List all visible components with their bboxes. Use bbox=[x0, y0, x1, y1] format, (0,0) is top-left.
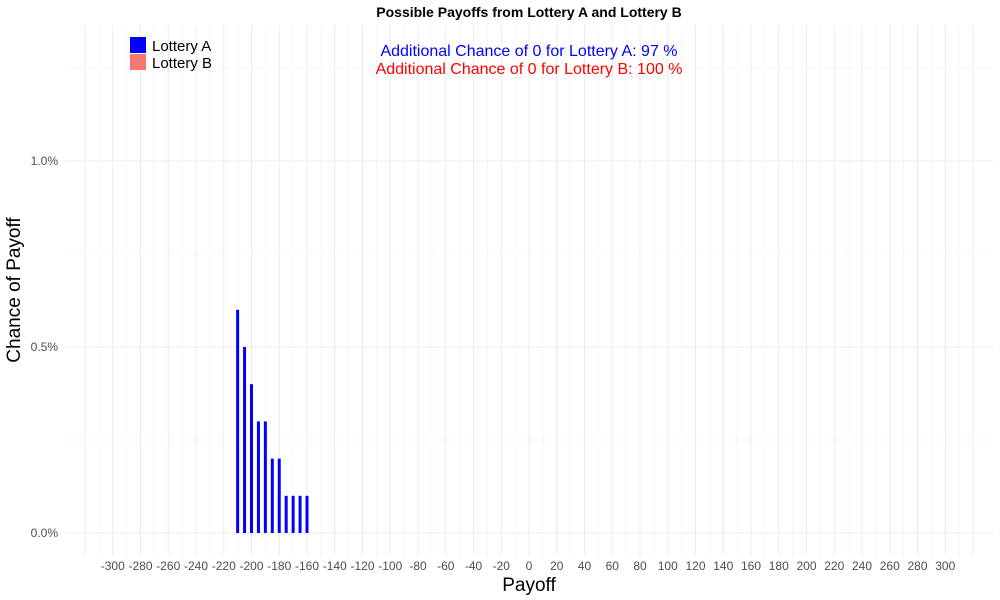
chart-title: Possible Payoffs from Lottery A and Lott… bbox=[376, 4, 681, 20]
x-tick-label: 20 bbox=[550, 559, 564, 573]
y-tick-labels: 0.0% 0.5% 1.0% bbox=[31, 154, 59, 540]
y-axis-title: Chance of Payoff bbox=[4, 217, 25, 363]
x-tick-label: -40 bbox=[465, 559, 483, 573]
x-tick-label: -100 bbox=[378, 559, 402, 573]
y-tick-label: 0.5% bbox=[31, 340, 59, 354]
x-tick-label: 260 bbox=[880, 559, 900, 573]
x-tick-label: 240 bbox=[852, 559, 872, 573]
bar bbox=[270, 458, 274, 533]
legend-label-lottery-b: Lottery B bbox=[152, 55, 212, 72]
bar bbox=[263, 421, 267, 533]
x-tick-label: 60 bbox=[606, 559, 620, 573]
x-tick-label: -20 bbox=[493, 559, 511, 573]
x-tick-label: -80 bbox=[409, 559, 427, 573]
x-tick-label: -260 bbox=[156, 559, 180, 573]
bar bbox=[305, 495, 309, 533]
x-tick-label: -120 bbox=[350, 559, 374, 573]
bar bbox=[250, 384, 253, 533]
x-tick-label: 120 bbox=[685, 559, 705, 573]
x-tick-label: 180 bbox=[769, 559, 789, 573]
x-tick-label: -300 bbox=[101, 559, 125, 573]
x-tick-label: 100 bbox=[658, 559, 678, 573]
x-tick-label: -200 bbox=[239, 559, 263, 573]
x-tick-label: -220 bbox=[212, 559, 236, 573]
x-tick-label: -60 bbox=[437, 559, 455, 573]
bar bbox=[277, 458, 281, 533]
bar bbox=[256, 421, 260, 533]
x-tick-label: 0 bbox=[526, 559, 533, 573]
x-tick-label: 220 bbox=[824, 559, 844, 573]
legend: Lottery A Lottery B bbox=[130, 37, 212, 72]
x-tick-label: 80 bbox=[633, 559, 647, 573]
x-tick-label: 40 bbox=[578, 559, 592, 573]
annotation-lottery-a: Additional Chance of 0 for Lottery A: 97… bbox=[380, 43, 677, 60]
legend-swatch-lottery-b bbox=[130, 54, 146, 70]
bar bbox=[243, 347, 247, 533]
legend-label-lottery-a: Lottery A bbox=[152, 38, 211, 55]
x-tick-label: -240 bbox=[184, 559, 208, 573]
x-tick-label: -160 bbox=[295, 559, 319, 573]
bar bbox=[284, 495, 288, 533]
x-tick-label: -280 bbox=[128, 559, 152, 573]
y-tick-label: 0.0% bbox=[31, 526, 59, 540]
bar bbox=[291, 495, 295, 533]
grid bbox=[65, 25, 993, 555]
bars bbox=[236, 309, 309, 533]
x-tick-labels: -300 -280 -260 -240 -220 -200 -180 -160 -140 -120… bbox=[101, 559, 956, 573]
bar bbox=[236, 309, 240, 533]
x-axis-title: Payoff bbox=[502, 575, 556, 596]
bar bbox=[298, 495, 302, 533]
y-tick-label: 1.0% bbox=[31, 154, 59, 168]
annotation-lottery-b: Additional Chance of 0 for Lottery B: 10… bbox=[376, 61, 683, 78]
x-tick-label: 300 bbox=[935, 559, 955, 573]
x-tick-label: 160 bbox=[741, 559, 761, 573]
x-tick-label: 200 bbox=[796, 559, 816, 573]
x-tick-label: 280 bbox=[907, 559, 927, 573]
x-tick-label: -180 bbox=[267, 559, 291, 573]
legend-swatch-lottery-a bbox=[130, 37, 146, 53]
x-tick-label: 140 bbox=[713, 559, 733, 573]
x-tick-label: -140 bbox=[323, 559, 347, 573]
